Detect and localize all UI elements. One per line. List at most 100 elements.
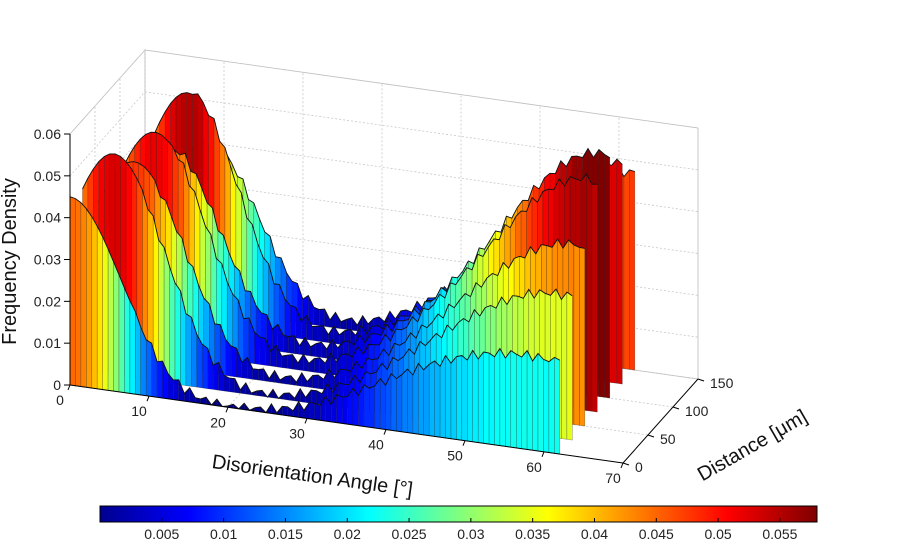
- surface-strip: [521, 350, 528, 450]
- y-tick-mark: [697, 378, 705, 382]
- z-tick-label: 0.05: [34, 168, 61, 184]
- surface-strip: [329, 312, 336, 329]
- surface-strip: [285, 375, 292, 385]
- x-tick-mark: [67, 384, 71, 391]
- surface-strip: [369, 385, 375, 429]
- surface-strip: [439, 355, 446, 439]
- colorbar-tick-label: 0.005: [144, 526, 179, 540]
- surface-strip: [604, 154, 610, 399]
- surface-strip: [505, 350, 511, 448]
- surface-strip: [69, 196, 76, 386]
- surface-strip: [401, 368, 408, 433]
- surface-strip: [586, 173, 593, 412]
- z-tick-label: 0: [53, 377, 61, 393]
- surface-strip: [156, 360, 163, 399]
- y-tick-label: 100: [685, 403, 709, 419]
- surface-crest: [94, 161, 585, 383]
- surface-strip: [418, 363, 424, 436]
- x-tick-label: 0: [56, 392, 64, 408]
- surface-strip: [554, 357, 560, 455]
- x-tick-label: 10: [131, 403, 147, 419]
- surface-strip: [407, 368, 414, 434]
- x-tick-label: 70: [605, 470, 621, 486]
- surface-strip: [169, 266, 176, 385]
- y-tick-label: 150: [710, 375, 734, 391]
- surface-strip: [499, 348, 506, 447]
- surface-strip: [346, 317, 352, 331]
- y-tick-mark: [647, 434, 655, 438]
- surface-strip: [374, 378, 381, 429]
- y-tick-mark: [672, 406, 680, 410]
- z-tick-label: 0.03: [34, 252, 61, 268]
- colorbar-tick-label: 0.045: [639, 526, 674, 540]
- surface-strip: [566, 291, 573, 441]
- y-tick-mark: [622, 462, 630, 466]
- colorbar-tick-label: 0.055: [762, 526, 797, 540]
- surface-strip: [429, 360, 435, 437]
- colorbar-tick-label: 0.035: [515, 526, 550, 540]
- surface-strip: [252, 368, 259, 381]
- surface-strip: [311, 326, 318, 342]
- surface-strip: [202, 344, 208, 389]
- x-axis-line: [69, 384, 624, 464]
- surface-strip: [254, 331, 261, 365]
- surface-strip: [230, 345, 237, 378]
- surface-strip: [314, 357, 320, 374]
- y-axis-line: [622, 378, 699, 464]
- z-tick-label: 0.06: [34, 126, 61, 142]
- surface-strip: [184, 387, 190, 403]
- z-tick-label: 0.02: [34, 293, 61, 309]
- surface-strip: [333, 325, 340, 345]
- surface-slice: [69, 196, 561, 455]
- surface-strip: [510, 350, 517, 449]
- surface-strip: [591, 184, 598, 413]
- surface-strip: [434, 360, 441, 438]
- surface-strip: [281, 355, 288, 369]
- surface-crest: [69, 196, 561, 414]
- surface-crest: [107, 131, 598, 364]
- surface-strip: [532, 353, 539, 452]
- surface-strip: [282, 406, 288, 416]
- surface-strip: [309, 401, 316, 420]
- x-tick-label: 60: [526, 459, 542, 475]
- surface-strip: [129, 300, 136, 395]
- surface-strip: [390, 373, 397, 432]
- colorbar-tick-label: 0.03: [457, 526, 484, 540]
- x-tick-label: 20: [210, 414, 226, 430]
- surface-strip: [107, 249, 114, 392]
- x-tick-mark: [462, 440, 466, 446]
- surface-strip: [472, 349, 479, 443]
- surface-strip: [113, 261, 120, 393]
- surface-strip: [467, 349, 473, 442]
- surface-strip: [312, 374, 319, 389]
- surface-strip: [461, 355, 468, 442]
- surface-strip: [629, 169, 635, 371]
- surface-strip: [537, 353, 544, 452]
- grid-line-z-left: [69, 91, 146, 177]
- surface-strip: [124, 287, 131, 394]
- surface-strip: [494, 348, 501, 446]
- colorbar-tick-label: 0.025: [392, 526, 427, 540]
- surface-strip: [321, 341, 327, 359]
- surface-strip: [174, 282, 181, 385]
- x-tick-label: 40: [368, 437, 384, 453]
- x-tick-mark: [620, 462, 624, 469]
- surface-strip: [548, 357, 555, 454]
- y-tick-label: 0: [635, 459, 643, 475]
- surface-strip: [478, 351, 484, 444]
- colorbar-tick-label: 0.05: [704, 526, 731, 540]
- surface-strip: [445, 355, 452, 439]
- surface-mesh: [69, 92, 635, 455]
- surface-strip: [163, 247, 170, 384]
- surface-strip: [573, 244, 580, 426]
- x-tick-mark: [383, 429, 387, 435]
- grid-line-z-left: [69, 49, 146, 135]
- surface-strip: [80, 202, 87, 388]
- z-axis-label: Frequency Density: [0, 178, 21, 345]
- x-tick-mark: [146, 395, 150, 402]
- surface-strip: [212, 362, 219, 391]
- surface-strip: [456, 355, 462, 441]
- colorbar-gradient: [99, 505, 818, 523]
